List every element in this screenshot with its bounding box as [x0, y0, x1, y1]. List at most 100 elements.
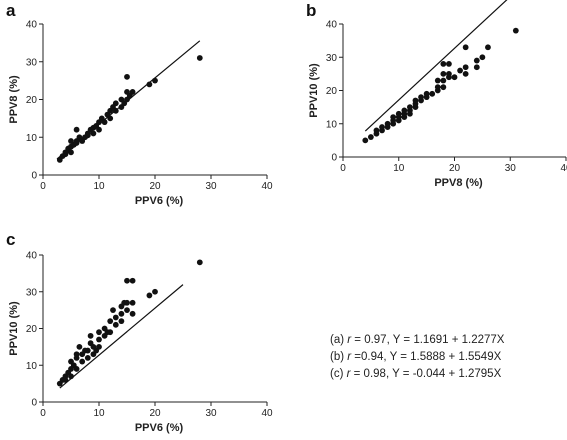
data-point: [129, 299, 136, 306]
regression-line: [59, 284, 184, 389]
data-point: [451, 74, 458, 81]
y-tick-label: 0: [31, 398, 37, 409]
data-point: [384, 120, 391, 127]
y-tick-label: 10: [26, 361, 38, 372]
r-symbol: r: [346, 368, 351, 380]
data-point: [379, 124, 385, 130]
data-point: [367, 134, 374, 140]
data-point: [457, 67, 463, 74]
equation-text: = 0.97, Y = 1.1691 + 1.2277X: [351, 334, 505, 346]
x-tick-label: 40: [261, 181, 273, 192]
data-point: [110, 307, 116, 314]
x-axis-title: PPV8 (%): [434, 177, 483, 189]
equation-text: =0.94, Y = 1.5888 + 1.5549X: [351, 351, 502, 363]
equation-a: (a) r = 0.97, Y = 1.1691 + 1.2277X: [330, 332, 504, 349]
x-tick-label: 20: [149, 181, 161, 192]
regression-equations: (a) r = 0.97, Y = 1.1691 + 1.2277X (b) r…: [330, 332, 504, 383]
y-tick-label: 30: [326, 53, 338, 64]
x-tick-label: 10: [393, 163, 405, 174]
data-point: [84, 355, 91, 361]
data-point: [73, 351, 80, 358]
data-point: [68, 373, 74, 380]
data-point: [196, 259, 203, 266]
data-point: [129, 277, 136, 284]
y-tick-label: 0: [331, 153, 337, 164]
equation-text: = 0.98, Y = -0.044 + 1.2795X: [350, 368, 502, 380]
equation-c: (c) r = 0.98, Y = -0.044 + 1.2795X: [330, 366, 504, 383]
data-point: [73, 366, 80, 372]
data-point: [96, 329, 102, 336]
data-point: [446, 70, 452, 77]
x-tick-label: 0: [40, 181, 46, 192]
data-point: [473, 64, 480, 71]
data-point: [146, 292, 153, 299]
r-symbol: r: [347, 351, 352, 363]
data-point: [96, 336, 102, 343]
data-point: [485, 44, 491, 51]
data-point: [418, 94, 424, 101]
data-point: [112, 321, 119, 328]
data-point: [395, 110, 402, 117]
data-point: [462, 70, 469, 77]
data-point: [73, 126, 80, 133]
equation-prefix: (c): [330, 368, 347, 380]
x-tick-label: 10: [93, 408, 105, 419]
data-point: [462, 64, 469, 71]
data-point: [440, 84, 447, 91]
equation-b: (b) r =0.94, Y = 1.5888 + 1.5549X: [330, 349, 504, 366]
data-point: [112, 100, 119, 107]
equation-prefix: (a): [330, 334, 348, 346]
y-tick-label: 10: [326, 119, 338, 130]
data-point: [129, 310, 136, 317]
x-tick-label: 0: [40, 408, 46, 419]
y-tick-label: 0: [31, 171, 37, 182]
data-point: [401, 107, 408, 114]
panel-label: b: [306, 1, 316, 20]
data-point: [440, 70, 447, 77]
r-symbol: r: [347, 334, 352, 346]
regression-line: [364, 0, 508, 132]
data-point: [76, 343, 83, 350]
data-point: [107, 318, 114, 325]
x-tick-label: 20: [149, 408, 161, 419]
data-point: [68, 138, 74, 144]
data-point: [479, 54, 486, 61]
data-point: [446, 61, 452, 67]
data-point: [101, 119, 108, 126]
y-tick-label: 20: [26, 324, 38, 335]
y-tick-label: 30: [26, 57, 38, 68]
data-point: [407, 104, 413, 111]
data-point: [373, 127, 380, 134]
data-point: [96, 126, 102, 133]
y-tick-label: 40: [326, 20, 338, 31]
data-point: [118, 318, 125, 325]
y-tick-label: 20: [26, 95, 38, 106]
y-tick-label: 20: [326, 86, 338, 97]
data-point: [473, 57, 480, 64]
x-axis-title: PPV6 (%): [135, 195, 184, 207]
panel-a: a 0 10 20 30 40 0 10 20 30 40 PPV6 (%) PPV8 (%): [6, 1, 273, 207]
y-tick-label: 40: [26, 251, 38, 262]
x-tick-label: 30: [505, 163, 517, 174]
x-tick-label: 30: [205, 181, 217, 192]
data-point: [440, 77, 447, 84]
data-point: [129, 89, 136, 95]
x-tick-label: 40: [560, 163, 567, 174]
data-point: [434, 84, 441, 91]
data-point: [124, 307, 130, 314]
data-point: [112, 107, 119, 114]
equation-prefix: (b): [330, 351, 348, 363]
x-tick-label: 40: [261, 408, 273, 419]
x-tick-label: 0: [340, 163, 346, 174]
y-axis-title: PPV10 (%): [308, 63, 320, 118]
data-point: [146, 81, 153, 88]
data-point: [124, 73, 130, 80]
data-point: [124, 299, 130, 306]
data-point: [96, 343, 102, 350]
y-tick-label: 40: [26, 20, 38, 31]
panel-label: c: [6, 230, 15, 249]
data-point: [118, 310, 125, 317]
data-point: [390, 114, 397, 120]
data-point: [412, 97, 419, 104]
data-point: [362, 137, 369, 144]
